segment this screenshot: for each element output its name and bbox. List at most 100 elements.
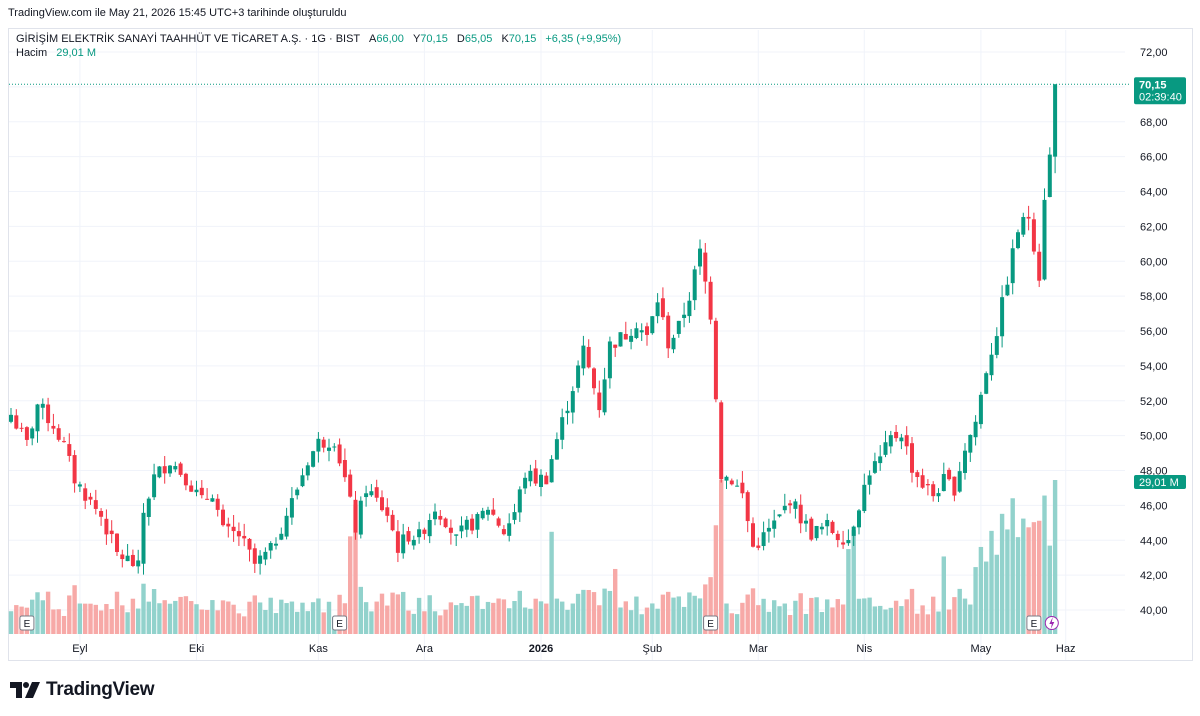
candle-body	[804, 520, 808, 524]
volume-bar	[56, 609, 61, 634]
candle-body	[30, 428, 35, 439]
candle-body	[846, 540, 851, 544]
candle-body	[120, 554, 125, 560]
volume-bar	[581, 589, 586, 634]
candle-body	[920, 475, 925, 488]
candle-body	[931, 484, 936, 497]
candle-body	[639, 330, 644, 333]
volume-bar	[681, 606, 687, 634]
candle-body	[1037, 251, 1042, 281]
candle-body	[215, 498, 220, 510]
candle-body	[899, 437, 904, 442]
volume-bar	[973, 567, 978, 634]
volume-bar	[713, 525, 719, 634]
candle-body	[533, 468, 538, 484]
candle-body	[650, 316, 655, 334]
candle-body	[607, 341, 612, 379]
x-tick-label: Eyl	[72, 643, 87, 655]
candle-body	[1010, 248, 1015, 284]
candle-body	[130, 554, 135, 566]
volume-bar	[761, 598, 766, 634]
volume-bar	[946, 609, 952, 634]
volume-bar	[406, 610, 411, 634]
volume-bar	[867, 597, 872, 634]
volume-bar	[157, 603, 162, 634]
volume-bar	[756, 605, 761, 634]
candle-body	[745, 492, 750, 522]
volume-bar	[782, 603, 787, 634]
volume-bar	[469, 596, 475, 634]
volume-bar	[305, 611, 310, 634]
volume-bar	[777, 606, 782, 634]
candle-body	[989, 354, 994, 376]
candle-body	[984, 373, 989, 394]
earnings-marker	[332, 615, 348, 631]
volume-bar	[247, 601, 252, 634]
volume-bar	[628, 610, 634, 634]
volume-bar	[83, 603, 88, 634]
candle-body	[512, 512, 517, 520]
volume-bar	[687, 592, 692, 634]
candle-body	[713, 320, 718, 400]
candle-body	[1000, 297, 1005, 337]
y-tick-label: 58,00	[1140, 291, 1168, 303]
candle-body	[936, 493, 941, 497]
volume-bar	[252, 595, 257, 634]
candle-body	[491, 509, 496, 515]
candle-body	[9, 414, 13, 422]
candle-body	[613, 344, 618, 348]
candle-body	[268, 543, 273, 551]
candle-body	[878, 456, 883, 464]
volume-bar	[422, 611, 427, 634]
close-label: K	[501, 33, 509, 45]
tradingview-logo[interactable]: TradingView	[10, 679, 155, 701]
candle-body	[1053, 84, 1058, 157]
volume-bar	[840, 604, 846, 634]
candle-body	[486, 509, 490, 515]
volume-bar	[337, 594, 342, 634]
volume-bar	[634, 596, 639, 634]
candle-body	[947, 469, 952, 480]
low-value: 65,05	[464, 33, 493, 45]
candle-body	[586, 346, 591, 368]
high-value: 70,15	[420, 33, 448, 45]
candle-body	[888, 435, 893, 447]
candle-body	[183, 473, 188, 486]
volume-bar	[565, 609, 570, 634]
candle-body	[385, 507, 390, 516]
candle-body	[554, 439, 559, 460]
candle-body	[1031, 219, 1036, 252]
volume-bar	[395, 594, 401, 634]
y-tick-label: 62,00	[1140, 221, 1168, 233]
candle-body	[289, 498, 294, 518]
symbol-name[interactable]: GİRİŞİM ELEKTRİK SANAYİ TAAHHÜT VE TİCAR…	[16, 33, 360, 45]
volume-bar	[321, 612, 326, 634]
candle-body	[925, 484, 930, 486]
price-badge-value: 70,15	[1139, 79, 1167, 91]
candle-body	[380, 497, 384, 511]
candle-body	[411, 539, 416, 546]
volume-bar	[369, 611, 374, 634]
candle-body	[507, 523, 512, 536]
volume-bar	[358, 586, 363, 634]
candle-body	[623, 333, 628, 340]
volume-bar	[554, 598, 560, 634]
candle-body	[152, 474, 157, 498]
volume-bar	[522, 607, 528, 634]
volume-bar	[88, 603, 93, 634]
y-tick-label: 60,00	[1140, 256, 1168, 268]
change-value: +6,35 (+9,95%)	[545, 33, 622, 45]
x-tick-label: May	[971, 643, 992, 655]
volume-bar	[45, 591, 51, 634]
candle-body	[602, 379, 607, 413]
volume-bar	[167, 603, 173, 634]
volume-bar	[1021, 518, 1026, 634]
lightning-icon-glyph	[1049, 617, 1055, 629]
y-tick-label: 46,00	[1140, 500, 1168, 512]
volume-bar	[591, 592, 597, 634]
volume-bar	[8, 611, 14, 634]
volume-bar	[883, 609, 888, 634]
volume-bar	[51, 609, 56, 634]
volume-bar	[708, 577, 713, 634]
